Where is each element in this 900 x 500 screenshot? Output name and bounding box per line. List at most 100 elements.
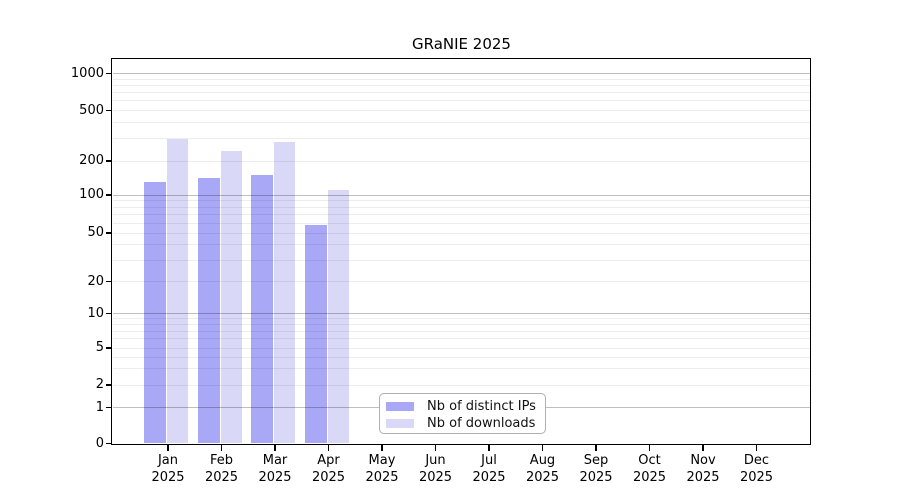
- gridline-major: [112, 313, 810, 314]
- bar-distinct-ips-mar-2025: [251, 175, 273, 444]
- x-tick-label: Jun 2025: [404, 452, 468, 486]
- y-tick-label: 20: [87, 273, 104, 289]
- y-tick-label: 5: [95, 340, 104, 355]
- bar-downloads-mar-2025: [274, 142, 295, 444]
- x-tick: [702, 445, 704, 451]
- gridline-minor: [112, 110, 810, 111]
- x-tick: [648, 445, 651, 451]
- gridline-minor: [112, 100, 810, 102]
- gridline-minor: [112, 281, 810, 282]
- gridline-minor: [112, 122, 810, 124]
- gridline-minor: [112, 384, 810, 386]
- y-tick: [106, 109, 112, 112]
- x-tick-label: Mar 2025: [243, 452, 307, 486]
- x-tick-label-year: 2025: [472, 470, 506, 485]
- gridline-major: [112, 73, 810, 74]
- x-tick: [381, 445, 383, 451]
- gridline-minor: [112, 222, 810, 224]
- gridline-minor: [112, 232, 810, 234]
- y-tick: [106, 442, 112, 445]
- gridline-minor: [112, 160, 810, 162]
- x-tick: [541, 445, 544, 451]
- y-tick: [106, 312, 112, 315]
- gridline-minor: [112, 356, 810, 358]
- legend-label-downloads: Nb of downloads: [427, 415, 536, 431]
- gridline-major: [112, 194, 810, 196]
- gridline-minor: [112, 84, 810, 86]
- x-tick-label-year: 2025: [311, 470, 346, 485]
- x-tick-label-year: 2025: [579, 470, 613, 485]
- x-tick-label-year: 2025: [365, 470, 399, 485]
- gridline-minor: [112, 78, 810, 80]
- x-tick-label-year: 2025: [258, 470, 292, 485]
- x-tick-label-year: 2025: [686, 470, 720, 485]
- gridline-minor: [112, 324, 810, 326]
- gridline-minor: [112, 318, 810, 320]
- gridline-minor: [112, 92, 810, 94]
- legend: Nb of distinct IPs Nb of downloads: [379, 393, 546, 434]
- y-tick-label: 500: [79, 102, 104, 118]
- y-tick-label: 0: [95, 435, 104, 451]
- legend-item-downloads: Nb of downloads: [386, 415, 545, 431]
- y-tick: [106, 280, 112, 283]
- x-tick: [327, 445, 330, 451]
- chart-title: GRaNIE 2025: [412, 35, 511, 53]
- bar-downloads-feb-2025: [220, 150, 242, 444]
- gridline-minor: [112, 338, 810, 340]
- gridline-minor: [112, 347, 810, 349]
- y-tick-label: 100: [79, 187, 104, 202]
- gridline-minor: [112, 138, 810, 140]
- x-tick: [167, 445, 169, 451]
- y-tick-label: 10: [87, 305, 104, 321]
- y-tick: [106, 406, 112, 409]
- x-tick-label: Apr 2025: [297, 452, 361, 486]
- y-tick-label: 200: [79, 153, 104, 168]
- y-tick: [106, 347, 112, 349]
- bar-distinct-ips-jan-2025: [144, 182, 166, 444]
- gridline-minor: [112, 206, 810, 208]
- x-tick-label: May 2025: [350, 452, 414, 486]
- legend-swatch-distinct-ips: [386, 401, 414, 411]
- y-tick: [106, 384, 112, 386]
- x-tick-label: Jan 2025: [136, 452, 200, 486]
- x-tick: [595, 445, 597, 451]
- y-tick-label: 2: [95, 377, 104, 392]
- y-tick-label: 50: [87, 225, 104, 240]
- bar-downloads-apr-2025: [327, 190, 349, 444]
- y-tick-label: 1000: [70, 65, 104, 81]
- x-tick-label: Sep 2025: [564, 452, 628, 486]
- legend-item-distinct-ips: Nb of distinct IPs: [386, 398, 545, 414]
- y-tick: [106, 160, 112, 162]
- y-tick: [106, 232, 112, 234]
- x-tick-label-year: 2025: [632, 470, 667, 485]
- x-tick: [220, 445, 223, 451]
- x-tick-label: Nov 2025: [671, 452, 735, 486]
- x-tick-label: Feb 2025: [190, 452, 254, 486]
- y-tick-label: 1: [95, 399, 104, 415]
- x-tick: [274, 445, 276, 451]
- gridline-minor: [112, 244, 810, 246]
- gridline-minor: [112, 368, 810, 370]
- gridline-minor: [112, 330, 810, 332]
- x-tick-label-year: 2025: [525, 470, 560, 485]
- x-tick-label: Aug 2025: [511, 452, 575, 486]
- x-tick-label-year: 2025: [151, 470, 185, 485]
- y-tick: [106, 72, 112, 75]
- legend-label-distinct-ips: Nb of distinct IPs: [427, 398, 536, 414]
- gridline-minor: [112, 200, 810, 202]
- bar-distinct-ips-feb-2025: [197, 178, 220, 444]
- bar-distinct-ips-apr-2025: [304, 224, 327, 444]
- x-tick: [434, 445, 437, 451]
- x-tick-label-year: 2025: [204, 470, 239, 485]
- x-tick: [488, 445, 490, 451]
- bar-downloads-jan-2025: [167, 138, 188, 444]
- legend-swatch-downloads: [386, 418, 414, 428]
- x-tick-label: Dec 2025: [725, 452, 789, 486]
- x-tick-label-year: 2025: [739, 470, 774, 485]
- x-tick-label-year: 2025: [418, 470, 453, 485]
- x-tick: [755, 445, 758, 451]
- gridline-minor: [112, 259, 810, 261]
- y-tick: [106, 194, 112, 196]
- x-tick-label: Jul 2025: [457, 452, 521, 486]
